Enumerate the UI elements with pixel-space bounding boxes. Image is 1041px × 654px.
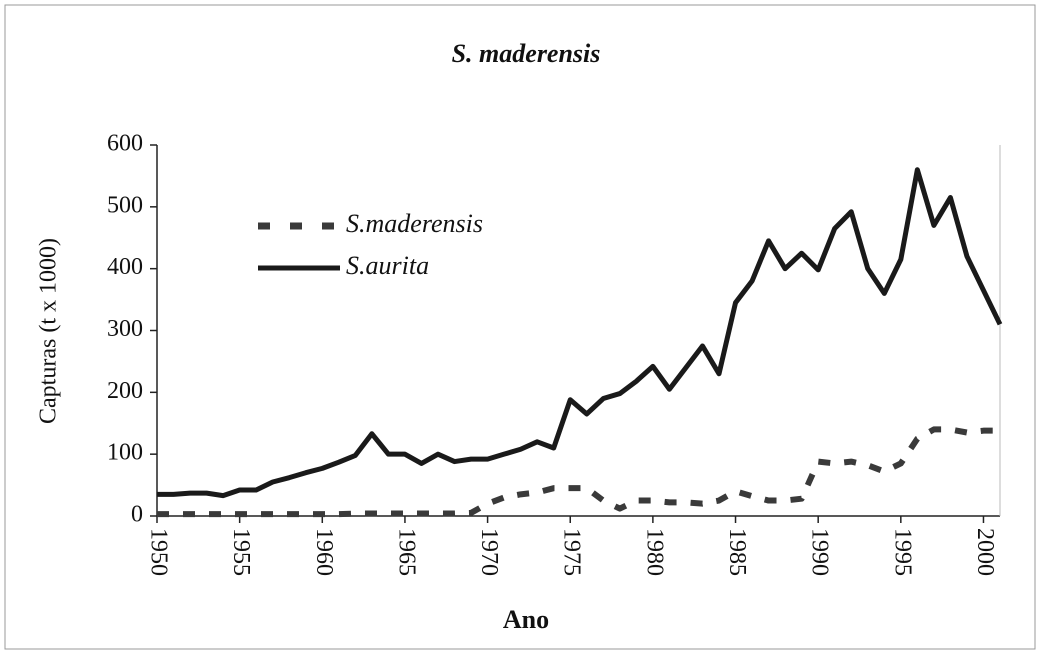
y-tick-label: 200	[107, 378, 143, 404]
y-tick-label: 500	[107, 192, 143, 218]
x-tick-label: 1975	[559, 528, 585, 576]
y-tick-label: 100	[107, 440, 143, 466]
legend-label: S.maderensis	[346, 209, 483, 238]
x-tick-label: 1960	[311, 528, 337, 576]
frame	[4, 4, 1036, 650]
series-line	[157, 167, 1003, 499]
chart-title: S. maderensis	[452, 39, 601, 68]
x-tick-label: 1970	[476, 528, 502, 576]
x-tick-label: 1955	[228, 528, 254, 576]
x-tick-label: 1995	[889, 528, 915, 576]
y-axis-label: Capturas (t x 1000)	[36, 238, 62, 424]
x-tick-label: 2000	[972, 528, 998, 576]
x-axis-label: Ano	[503, 605, 549, 634]
y-tick-label: 300	[107, 316, 143, 342]
y-tick-label: 600	[107, 131, 143, 157]
legend-label: S.aurita	[346, 251, 429, 280]
x-tick-label: 1965	[393, 528, 419, 576]
y-tick-label: 400	[107, 254, 143, 280]
series-line	[157, 426, 1000, 518]
x-tick-label: 1985	[724, 528, 750, 576]
x-tick-label: 1950	[145, 528, 171, 576]
x-tick-label: 1990	[807, 528, 833, 576]
x-tick-label: 1980	[641, 528, 667, 576]
y-tick-label: 0	[131, 502, 143, 528]
